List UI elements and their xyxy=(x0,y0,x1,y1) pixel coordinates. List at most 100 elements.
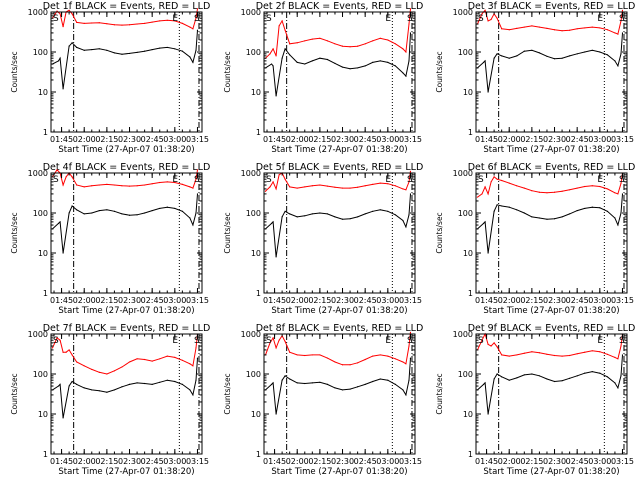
series-lld-point xyxy=(71,354,73,356)
series-lld-point xyxy=(91,185,93,187)
series-lld-point xyxy=(606,353,608,355)
series-events-point xyxy=(508,57,510,59)
series-events-point xyxy=(71,42,73,44)
series-events-point xyxy=(121,213,123,215)
series-events-line xyxy=(265,193,411,257)
series-lld-point xyxy=(341,45,344,47)
x-tick-label: 01:45 xyxy=(475,457,498,466)
series-lld-point xyxy=(65,176,67,178)
series-events-line xyxy=(52,193,198,254)
chart-title: Det 6f BLACK = Events, RED = LLD xyxy=(468,162,636,173)
series-events-point xyxy=(409,32,412,34)
series-lld-point xyxy=(289,351,291,353)
series-events-point xyxy=(531,216,533,218)
x-tick-label: 03:15 xyxy=(399,135,422,144)
series-lld-line xyxy=(265,8,411,59)
series-events-point xyxy=(62,88,64,90)
series-events-point xyxy=(357,216,359,218)
y-tick-label: 1 xyxy=(256,450,261,459)
series-events-point xyxy=(62,417,64,419)
series-lld-point xyxy=(621,9,624,11)
series-events-point xyxy=(113,389,116,391)
y-tick-label: 1000 xyxy=(241,8,261,17)
series-lld-point xyxy=(269,186,271,188)
series-lld-point xyxy=(76,184,78,186)
series-lld-point xyxy=(569,29,571,31)
series-lld-point xyxy=(304,40,306,42)
series-lld-point xyxy=(284,340,286,343)
series-events-point xyxy=(304,63,306,65)
series-lld-point xyxy=(490,181,492,183)
y-axis-label: Counts/sec xyxy=(223,51,232,92)
series-events-point xyxy=(166,206,168,208)
series-lld-point xyxy=(487,193,489,195)
series-lld-point xyxy=(136,358,138,360)
series-lld-point xyxy=(408,23,410,25)
series-events-point xyxy=(296,216,298,218)
series-lld-point xyxy=(617,193,619,195)
x-tick-label: 02:15 xyxy=(95,135,118,144)
marker-s: S xyxy=(407,14,413,24)
series-events-point xyxy=(341,66,344,68)
y-axis-label: Counts/sec xyxy=(10,373,19,414)
series-lld-point xyxy=(76,21,78,23)
series-lld-point xyxy=(576,28,578,30)
series-lld-point xyxy=(508,29,510,31)
x-tick-label: 02:45 xyxy=(354,457,377,466)
plot-frame xyxy=(475,11,628,133)
series-lld-point xyxy=(62,351,64,353)
series-lld-point xyxy=(121,24,123,26)
series-events-point xyxy=(493,378,495,380)
series-lld-point xyxy=(59,339,61,341)
series-events-point xyxy=(357,386,359,388)
series-events-point xyxy=(617,65,619,67)
series-events-point xyxy=(144,382,146,385)
series-events-point xyxy=(546,55,548,57)
series-lld-point xyxy=(272,181,274,183)
series-events-point xyxy=(91,389,93,391)
series-lld-point xyxy=(409,331,412,333)
series-lld-point xyxy=(561,355,563,357)
series-lld-point xyxy=(349,364,351,366)
series-lld-point xyxy=(166,19,168,21)
series-lld-point xyxy=(561,30,563,32)
series-events-point xyxy=(311,382,313,384)
marker-e: E xyxy=(172,14,178,24)
y-tick-label: 1 xyxy=(43,289,48,298)
series-events-point xyxy=(98,48,100,50)
series-lld-point xyxy=(151,183,153,185)
series-events-point xyxy=(341,389,344,391)
series-events-point xyxy=(195,379,197,381)
series-events-point xyxy=(496,373,498,375)
series-lld-point xyxy=(508,182,510,184)
series-lld-line xyxy=(52,333,198,375)
series-events-point xyxy=(576,53,578,55)
series-events-point xyxy=(546,218,548,220)
x-tick-label: 01:45 xyxy=(263,457,286,466)
series-lld-point xyxy=(372,355,374,357)
series-lld-point xyxy=(569,189,571,191)
series-events-point xyxy=(496,204,498,206)
series-lld-point xyxy=(614,356,616,359)
series-lld-point xyxy=(409,8,412,10)
x-tick-label: 03:15 xyxy=(399,457,422,466)
series-events-point xyxy=(128,383,131,385)
series-events-point xyxy=(614,60,616,62)
series-events-point xyxy=(166,379,168,381)
plot-frame xyxy=(475,333,628,455)
series-events-point xyxy=(584,207,586,210)
series-lld-point xyxy=(620,182,622,184)
series-events-point xyxy=(617,387,619,389)
y-tick-label: 100 xyxy=(33,209,48,218)
series-lld-point xyxy=(387,183,389,185)
marker-e: E xyxy=(597,175,603,185)
x-tick-label: 02:00 xyxy=(73,457,96,466)
series-events-point xyxy=(91,212,93,214)
y-tick-label: 10 xyxy=(251,249,261,258)
series-events-line xyxy=(477,193,623,254)
series-lld-point xyxy=(402,48,404,50)
x-tick-label: 01:45 xyxy=(475,296,498,305)
series-lld-point xyxy=(272,337,274,339)
x-tick-label: 02:45 xyxy=(141,135,164,144)
